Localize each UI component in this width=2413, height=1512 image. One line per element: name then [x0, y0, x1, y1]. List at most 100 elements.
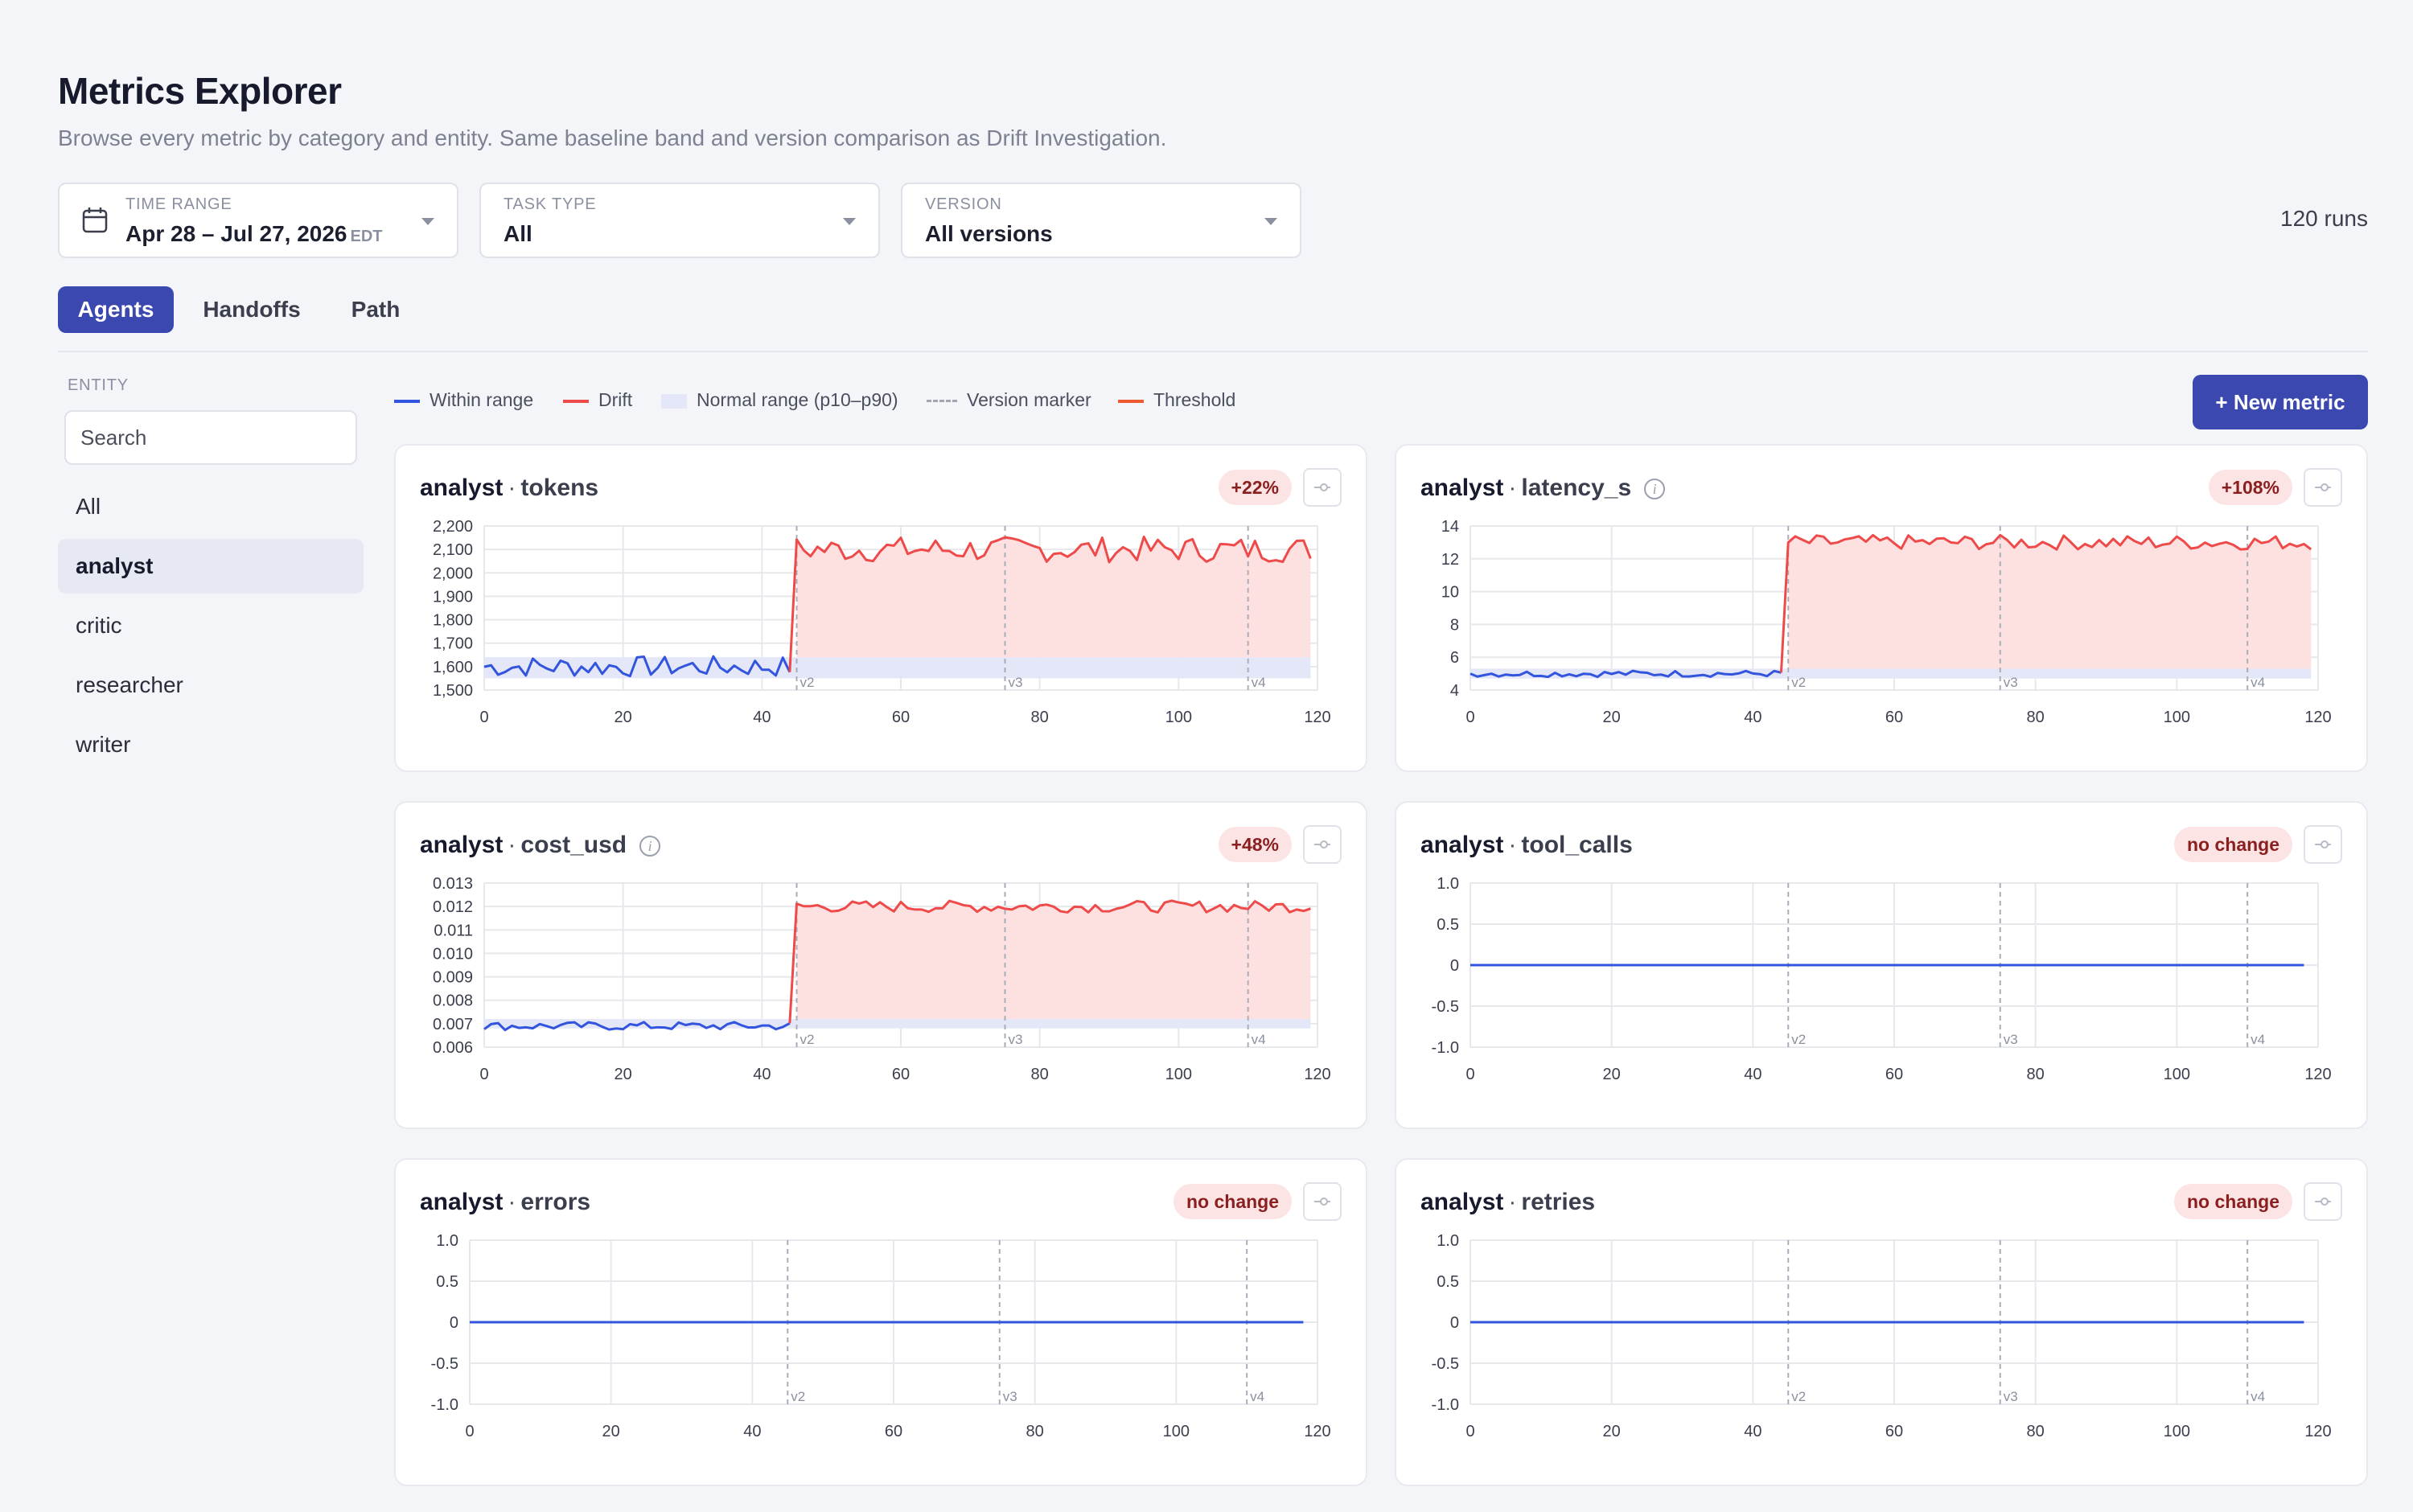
x-tick-label: 120 — [1304, 1423, 1330, 1440]
sidebar-item-researcher[interactable]: researcher — [76, 672, 183, 697]
y-tick-label: 1,600 — [433, 659, 473, 676]
entity-search-input[interactable] — [64, 410, 357, 465]
time-range-value: Apr 28 – Jul 27, 2026 EDT — [125, 221, 383, 246]
y-tick-label: 1.0 — [1437, 875, 1459, 893]
metric-chart: -1.0 -0.5 0 0.5 1.0 0 20 40 60 80 100 120 v2 v3 v4 — [431, 1232, 1331, 1440]
x-tick-label: 20 — [1603, 1066, 1621, 1083]
chevron-down-icon — [421, 218, 434, 225]
version-label: v4 — [2251, 675, 2265, 690]
drift-area — [796, 536, 1311, 658]
version-label: v3 — [1009, 675, 1023, 690]
version-label: v4 — [2251, 1032, 2265, 1047]
time-range-label: TIME RANGE — [125, 195, 232, 213]
page-subtitle: Browse every metric by category and enti… — [58, 125, 1167, 150]
metric-card-latency_s: analyst · latency_s i +108% 4 6 8 10 12 14 0 20 40 60 8… — [1395, 444, 2368, 772]
version-filter[interactable]: VERSION All versions — [901, 183, 1301, 258]
info-icon[interactable]: i — [639, 836, 661, 857]
x-tick-label: 40 — [1744, 709, 1761, 726]
y-tick-label: 8 — [1450, 616, 1459, 634]
x-tick-label: 0 — [465, 1423, 474, 1440]
x-tick-label: 80 — [2027, 1423, 2045, 1440]
y-tick-label: 10 — [1441, 584, 1459, 602]
y-tick-label: 0.5 — [1437, 916, 1459, 934]
compare-toggle-button[interactable] — [2304, 468, 2342, 507]
sidebar-item-writer[interactable]: writer — [76, 732, 131, 757]
time-range-filter[interactable]: TIME RANGE Apr 28 – Jul 27, 2026 EDT — [58, 183, 458, 258]
version-label: v2 — [800, 675, 815, 690]
version-label: v3 — [1009, 1032, 1023, 1047]
x-tick-label: 100 — [2164, 1066, 2190, 1083]
card-title: analyst · tokens — [420, 475, 599, 501]
legend-version-marker: Version marker — [927, 389, 1091, 411]
normal-range-band — [484, 657, 1311, 679]
y-tick-label: 1,800 — [433, 612, 473, 630]
x-tick-label: 80 — [2027, 709, 2045, 726]
x-tick-label: 60 — [892, 1066, 910, 1083]
x-tick-label: 0 — [479, 1066, 488, 1083]
y-tick-label: 0.009 — [433, 969, 473, 987]
sidebar-item-analyst[interactable]: analyst — [58, 539, 364, 594]
change-badge: no change — [1173, 1184, 1292, 1219]
y-tick-label: -1.0 — [431, 1396, 458, 1414]
y-tick-label: -1.0 — [1432, 1039, 1459, 1057]
legend-normal-range: Normal range (p10–p90) — [661, 389, 898, 411]
legend-drift: Drift — [563, 389, 632, 411]
y-tick-label: -1.0 — [1432, 1396, 1459, 1414]
version-value: All versions — [925, 221, 1053, 246]
version-label: v2 — [791, 1389, 805, 1404]
new-metric-button[interactable]: + New metric — [2193, 375, 2368, 429]
x-tick-label: 0 — [1465, 709, 1474, 726]
x-tick-label: 80 — [1026, 1423, 1044, 1440]
series-line-within — [483, 1021, 791, 1032]
compare-toggle-button[interactable] — [1303, 468, 1342, 507]
y-tick-label: 0.007 — [433, 1016, 473, 1033]
compare-toggle-button[interactable] — [2304, 825, 2342, 864]
y-tick-label: 0.008 — [433, 992, 473, 1010]
y-tick-label: 2,000 — [433, 565, 473, 582]
metric-card-retries: analyst · retries no change -1.0 -0.5 0 0.5 1.0 0… — [1395, 1158, 2368, 1486]
tab-handoffs[interactable]: Handoffs — [203, 297, 301, 322]
y-tick-label: 0 — [1450, 957, 1459, 975]
version-label: v3 — [2004, 1389, 2018, 1404]
metric-chart: -1.0 -0.5 0 0.5 1.0 0 20 40 60 80 100 120 v2 v3 v4 — [1432, 875, 2332, 1083]
metric-card-cost_usd: analyst · cost_usd i +48% 0.006 0.007 0.008 0.00… — [394, 801, 1367, 1129]
compare-toggle-button[interactable] — [1303, 1182, 1342, 1221]
drift-area — [796, 900, 1311, 1020]
card-title: analyst · tool_calls — [1420, 832, 1633, 858]
y-tick-label: 1.0 — [436, 1232, 458, 1250]
x-tick-label: 100 — [2164, 1423, 2190, 1440]
x-tick-label: 120 — [2304, 709, 2331, 726]
legend-within-range: Within range — [394, 389, 533, 411]
y-tick-label: 0.013 — [433, 875, 473, 893]
series-line-drift — [788, 535, 1312, 672]
chevron-down-icon — [1264, 218, 1277, 225]
compare-toggle-button[interactable] — [2304, 1182, 2342, 1221]
sidebar-item-critic[interactable]: critic — [76, 613, 122, 638]
change-badge: +108% — [2208, 470, 2292, 505]
divider — [58, 351, 2368, 352]
info-icon[interactable]: i — [1644, 479, 1666, 500]
metric-card-tool_calls: analyst · tool_calls no change -1.0 -0.5 0 0.5 1… — [1395, 801, 2368, 1129]
sidebar-item-all[interactable]: All — [76, 494, 101, 519]
tab-agents[interactable]: Agents — [58, 286, 174, 333]
x-tick-label: 20 — [1603, 1423, 1621, 1440]
version-label: v3 — [1003, 1389, 1017, 1404]
series-line-drift — [788, 899, 1311, 1024]
tab-path[interactable]: Path — [351, 297, 401, 322]
task-type-label: TASK TYPE — [504, 195, 597, 213]
x-tick-label: 60 — [1885, 709, 1903, 726]
y-tick-label: 0.5 — [1437, 1273, 1459, 1291]
x-tick-label: 20 — [615, 709, 632, 726]
x-tick-label: 60 — [885, 1423, 902, 1440]
x-tick-label: 40 — [753, 1066, 771, 1083]
card-title: analyst · latency_s i — [1420, 475, 1666, 502]
compare-toggle-button[interactable] — [1303, 825, 1342, 864]
x-tick-label: 60 — [1885, 1066, 1903, 1083]
change-badge: no change — [2173, 1184, 2292, 1219]
task-type-value: All — [504, 221, 532, 246]
task-type-filter[interactable]: TASK TYPE All — [479, 183, 880, 258]
metric-card-tokens: analyst · tokens +22% 1,500 1,600 1,700 1,800 1,… — [394, 444, 1367, 772]
y-tick-label: 14 — [1441, 518, 1459, 536]
y-tick-label: 1,900 — [433, 588, 473, 606]
y-tick-label: 0 — [1450, 1314, 1459, 1332]
